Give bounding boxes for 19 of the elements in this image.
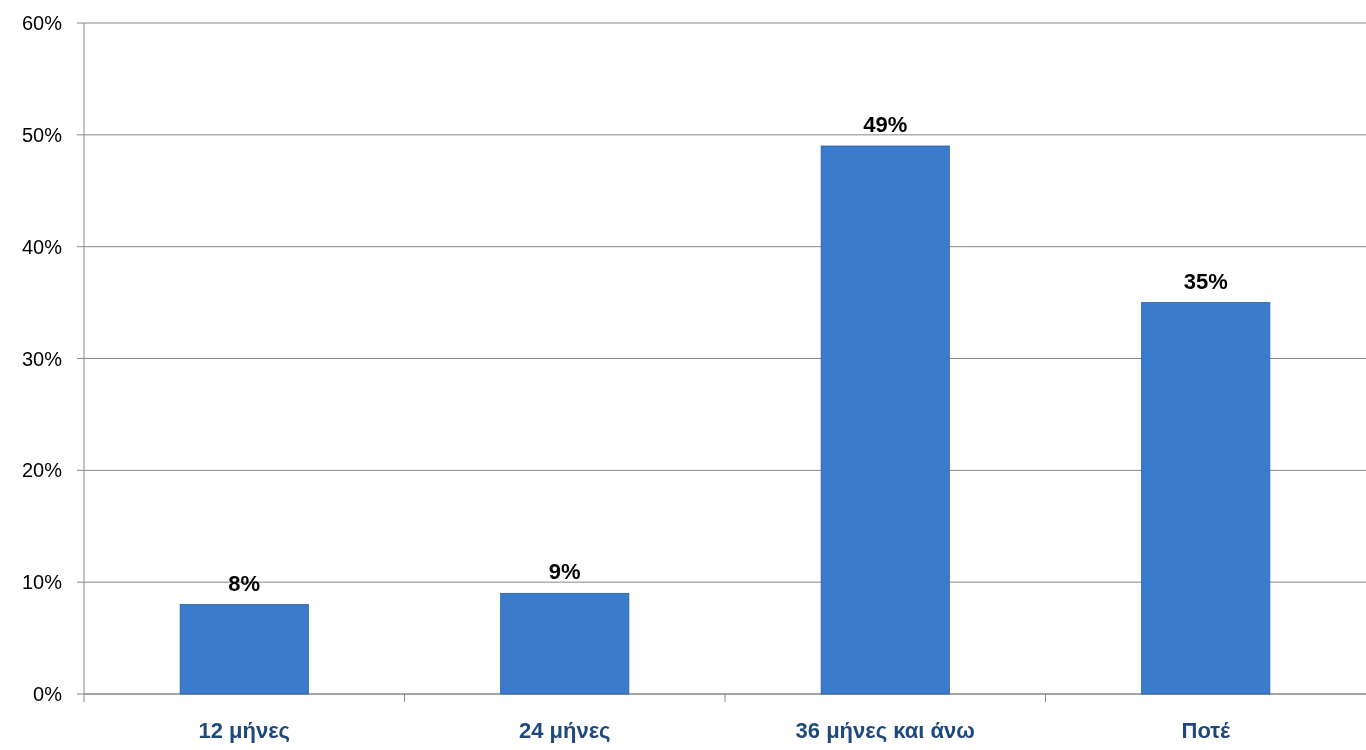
- x-tick-label: 36 μήνες και άνω: [795, 718, 975, 743]
- y-tick-label: 20%: [21, 459, 63, 482]
- y-tick-label: 60%: [21, 12, 63, 34]
- bar: [1141, 302, 1271, 695]
- y-tick-label: 0%: [33, 683, 63, 705]
- x-tick-label: 24 μήνες: [518, 718, 611, 743]
- data-label: 35%: [1183, 268, 1228, 294]
- bar: [820, 145, 950, 695]
- x-tick-label: Ποτέ: [1181, 718, 1232, 743]
- bar: [500, 592, 630, 695]
- data-label: 9%: [548, 559, 581, 585]
- bar: [179, 604, 309, 695]
- y-tick-label: 10%: [21, 571, 63, 594]
- x-tick-label: 12 μήνες: [198, 718, 291, 743]
- y-tick-label: 50%: [21, 123, 63, 146]
- y-tick-label: 30%: [21, 347, 63, 370]
- data-label: 8%: [228, 570, 261, 596]
- y-tick-label: 40%: [21, 235, 63, 258]
- data-label: 49%: [863, 112, 908, 138]
